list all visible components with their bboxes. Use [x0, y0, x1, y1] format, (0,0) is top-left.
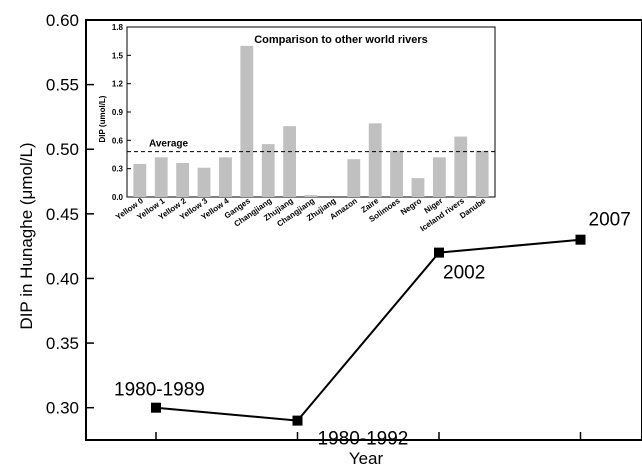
data-point-marker	[434, 247, 444, 258]
data-point-marker	[151, 402, 161, 413]
data-point-label: 1980-1992	[318, 429, 409, 450]
bar	[411, 178, 425, 197]
bar	[197, 167, 211, 197]
bar	[304, 195, 318, 197]
bar	[347, 159, 361, 197]
x-axis	[155, 432, 582, 440]
data-point-label: 2002	[443, 263, 485, 284]
y-tick-label: 0.30	[46, 399, 79, 418]
bar	[368, 123, 382, 197]
bar	[432, 157, 446, 197]
inset-title: Comparison to other world rivers	[254, 34, 428, 46]
y-tick-label: 0.55	[46, 76, 79, 95]
inset-y-tick-label: 0.0	[112, 193, 124, 202]
inset-y-tick-label: 1.2	[112, 80, 124, 89]
x-axis-title: Year	[349, 449, 384, 466]
bar	[390, 150, 403, 197]
inset-y-tick-label: 0.9	[112, 108, 124, 117]
bar	[283, 126, 297, 197]
y-tick-label: 0.60	[46, 11, 79, 30]
data-point-label: 1980-1989	[114, 380, 205, 401]
bar	[176, 163, 190, 197]
inset-y-axis: 0.0 0.3 0.6 0.9 1.2 1.5 1.8	[112, 23, 131, 202]
data-point-marker	[292, 415, 303, 426]
inset-chart: Comparison to other world rivers DIP (um…	[98, 23, 496, 233]
bar	[261, 144, 275, 197]
bar	[454, 136, 468, 197]
main-series: 1980-1989 1980-1992 2002 2007	[114, 210, 631, 450]
y-axis-title: DIP in Hunaghe (μmol/L)	[17, 142, 36, 329]
bar	[133, 163, 147, 197]
y-tick-label: 0.40	[46, 269, 79, 288]
bar	[475, 150, 489, 197]
y-tick-label: 0.45	[46, 205, 79, 224]
bar	[240, 45, 254, 198]
inset-y-tick-label: 1.5	[112, 51, 124, 60]
inset-y-tick-label: 0.6	[112, 136, 124, 145]
y-tick-label: 0.35	[46, 334, 79, 353]
inset-y-axis-title: DIP (umol/L)	[98, 95, 107, 142]
series-line	[155, 238, 581, 422]
inset-x-tick-label: Negro	[399, 196, 423, 217]
bar	[154, 157, 168, 197]
data-point-label: 2007	[589, 210, 631, 231]
bar	[219, 157, 232, 197]
plot-frame	[85, 19, 642, 441]
average-label: Average	[149, 139, 189, 150]
data-point-marker	[575, 234, 586, 245]
y-tick-label: 0.50	[46, 140, 79, 159]
inset-y-tick-label: 1.8	[112, 23, 124, 32]
y-axis: 0.30 0.35 0.40 0.45 0.50 0.55 0.60	[46, 11, 94, 418]
inset-y-tick-label: 0.3	[112, 165, 124, 174]
